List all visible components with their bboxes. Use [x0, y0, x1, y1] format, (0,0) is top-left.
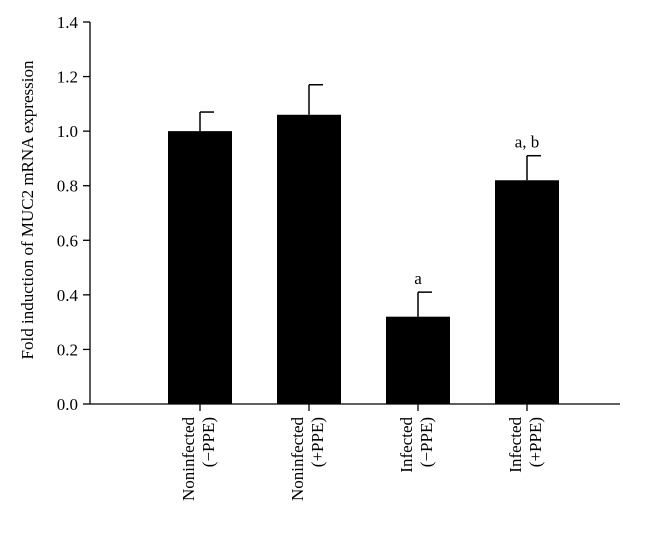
x-tick-label-line: (−PPE): [417, 417, 436, 467]
plot-area: a a, b: [168, 84, 559, 405]
x-tick-label: Infected (−PPE): [397, 417, 436, 473]
y-tick-label: 1.4: [57, 13, 79, 32]
y-tick-label: 1.0: [57, 122, 78, 141]
y-tick-label: 1.2: [57, 68, 78, 87]
y-axis: 0.0 0.2 0.4 0.6 0.8 1.0 1.2 1.4: [57, 13, 91, 414]
y-axis-label: Fold induction of MUC2 mRNA expression: [18, 60, 37, 359]
x-tick-label-line: (+PPE): [526, 417, 545, 467]
bar: [168, 131, 232, 404]
x-axis: Noninfected (−PPE) Noninfected (+PPE) Infect…: [90, 403, 620, 502]
bar: [277, 114, 341, 405]
x-tick-label-line: Infected: [397, 417, 416, 473]
bar: [386, 316, 450, 404]
x-tick-label: Infected (+PPE): [506, 417, 545, 473]
y-tick-label: 0.4: [57, 286, 79, 305]
y-tick-label: 0.0: [57, 395, 78, 414]
x-tick-label-line: Infected: [506, 417, 525, 473]
y-tick-label: 0.6: [57, 231, 78, 250]
x-tick-label: Noninfected (−PPE): [179, 417, 218, 502]
y-tick-label: 0.2: [57, 340, 78, 359]
x-tick-label: Noninfected (+PPE): [288, 417, 327, 502]
y-tick-label: 0.8: [57, 177, 78, 196]
x-tick-label-line: Noninfected: [288, 417, 307, 502]
x-tick-label-line: (+PPE): [308, 417, 327, 467]
x-tick-label-line: (−PPE): [199, 417, 218, 467]
significance-label: a: [414, 269, 422, 288]
x-tick-label-line: Noninfected: [179, 417, 198, 502]
bar: [495, 180, 559, 404]
significance-label: a, b: [515, 133, 540, 152]
